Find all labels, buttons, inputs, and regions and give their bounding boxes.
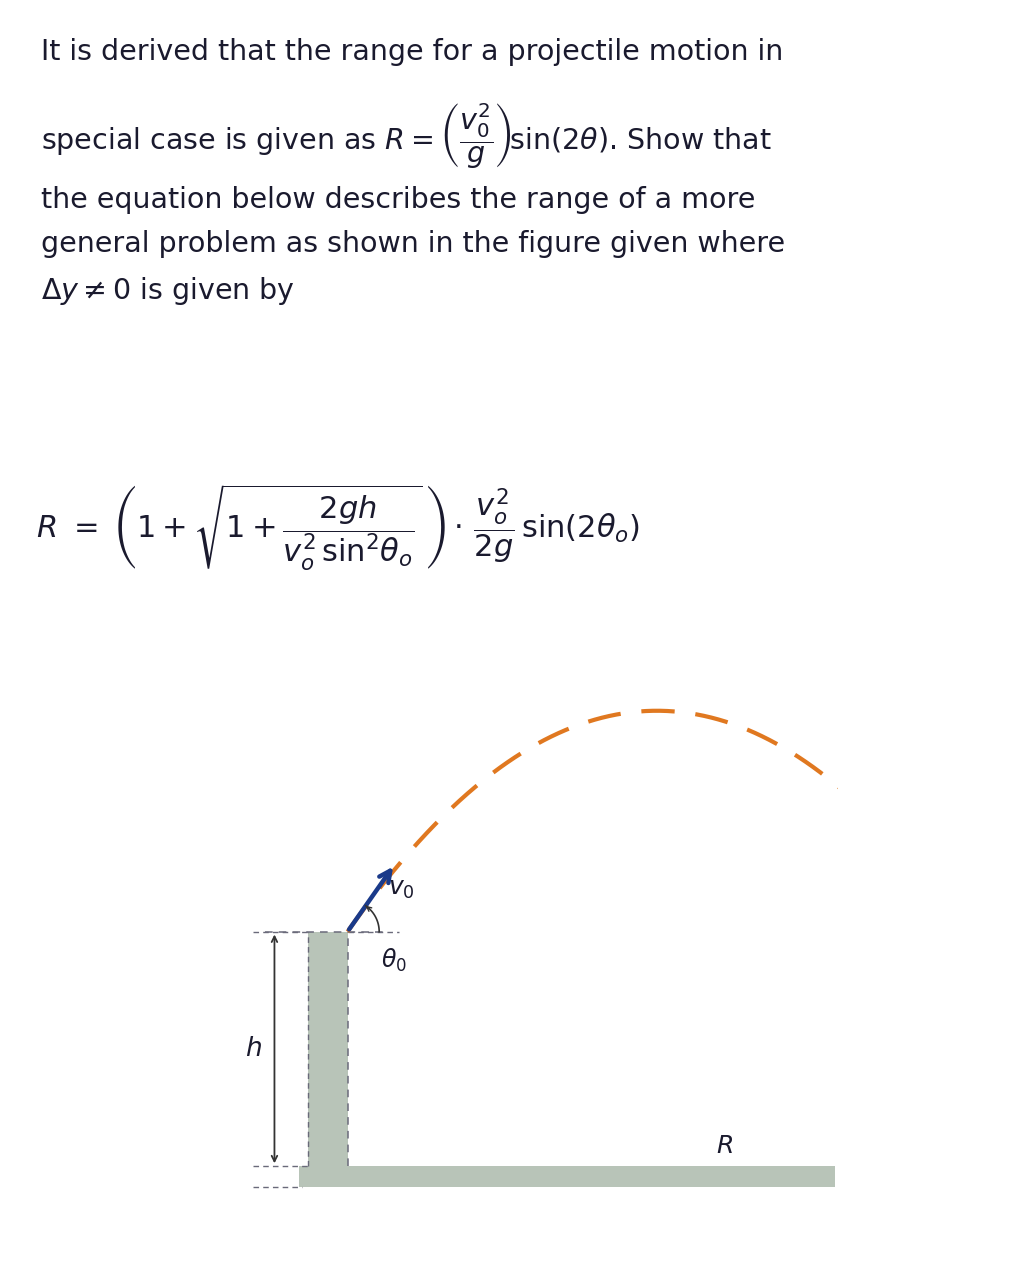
Text: It is derived that the range for a projectile motion in
special case is given as: It is derived that the range for a proje… [41, 38, 785, 307]
Text: $h$: $h$ [244, 1036, 262, 1062]
Text: $R\ =\ \left(1 + \sqrt{1 + \dfrac{2gh}{v_o^2\,\sin^2\!\theta_o}}\,\right)\cdot\,: $R\ =\ \left(1 + \sqrt{1 + \dfrac{2gh}{v… [36, 483, 640, 573]
Text: $\theta_0$: $\theta_0$ [381, 947, 407, 974]
Bar [298, 1166, 835, 1188]
Text: $R$: $R$ [716, 1134, 732, 1158]
Bar [308, 932, 347, 1166]
Text: $v_0$: $v_0$ [387, 877, 414, 901]
